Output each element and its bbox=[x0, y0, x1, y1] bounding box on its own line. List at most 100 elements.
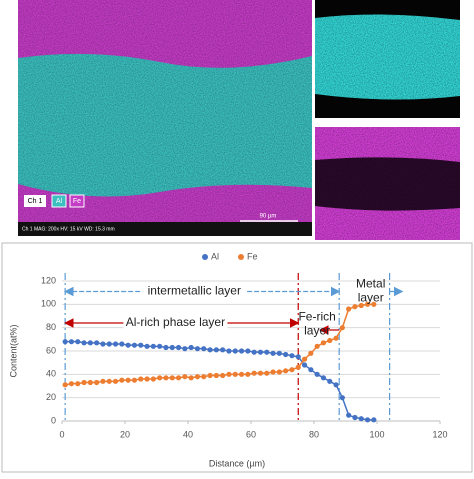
data-point bbox=[270, 350, 276, 356]
data-point bbox=[163, 375, 169, 381]
data-point bbox=[68, 381, 75, 387]
data-point bbox=[320, 375, 327, 381]
data-point bbox=[238, 371, 245, 377]
data-point bbox=[251, 370, 257, 376]
data-point bbox=[283, 351, 289, 358]
annotation-bg bbox=[123, 315, 228, 331]
data-point bbox=[194, 374, 201, 380]
data-point bbox=[75, 339, 81, 345]
annotation: Al-rich phase layer bbox=[126, 315, 225, 329]
data-point bbox=[339, 325, 345, 331]
annotation: layer bbox=[358, 291, 384, 305]
y-tick-label: 60 bbox=[46, 345, 56, 355]
map-label: Al bbox=[56, 198, 63, 205]
eds-map-main: Ch 1 Al Fe 90 µm Ch 1 MAG: 200x HV: 15 k… bbox=[18, 0, 312, 236]
data-point bbox=[112, 341, 119, 347]
data-point bbox=[144, 376, 150, 382]
data-point bbox=[264, 370, 270, 376]
data-point bbox=[94, 340, 100, 346]
data-point bbox=[87, 340, 93, 346]
data-point bbox=[112, 378, 119, 384]
data-point bbox=[182, 374, 188, 380]
data-point bbox=[283, 368, 289, 374]
data-point bbox=[175, 344, 182, 351]
data-point bbox=[295, 354, 301, 360]
data-point bbox=[207, 372, 213, 379]
eds-map-al bbox=[315, 0, 460, 118]
data-point bbox=[364, 417, 371, 423]
data-point bbox=[245, 348, 251, 354]
data-point bbox=[106, 378, 112, 384]
annotation: layer bbox=[304, 323, 330, 337]
data-point bbox=[138, 376, 144, 382]
data-point bbox=[314, 371, 320, 377]
x-tick-label: 80 bbox=[309, 429, 319, 439]
data-point bbox=[232, 348, 238, 354]
map-info: Ch 1 MAG: 200x HV: 15 kV WD: 15.3 mm bbox=[22, 226, 115, 232]
data-point bbox=[87, 379, 93, 386]
data-point bbox=[251, 349, 257, 355]
data-point bbox=[157, 375, 163, 381]
map-label: Ch 1 bbox=[28, 198, 43, 205]
data-point bbox=[333, 335, 339, 341]
data-point bbox=[238, 348, 245, 354]
data-point bbox=[100, 341, 106, 347]
data-point bbox=[169, 344, 175, 351]
data-point bbox=[119, 377, 125, 383]
data-point bbox=[220, 372, 226, 379]
data-point bbox=[301, 356, 308, 362]
data-point bbox=[194, 346, 201, 352]
y-tick-label: 80 bbox=[46, 322, 56, 332]
y-tick-label: 20 bbox=[46, 392, 56, 402]
data-point bbox=[100, 378, 106, 384]
data-point bbox=[163, 344, 169, 351]
data-point bbox=[125, 377, 131, 383]
data-point bbox=[157, 343, 163, 349]
data-point bbox=[150, 343, 156, 349]
data-point bbox=[125, 342, 131, 348]
data-point bbox=[371, 301, 377, 307]
data-point bbox=[150, 376, 156, 382]
data-point bbox=[131, 342, 138, 348]
data-point bbox=[352, 304, 358, 310]
data-point bbox=[138, 342, 144, 348]
data-point bbox=[220, 347, 226, 353]
x-tick-label: 120 bbox=[432, 429, 447, 439]
data-point bbox=[226, 371, 232, 377]
annotation-bg bbox=[142, 283, 247, 300]
data-point bbox=[358, 416, 364, 422]
data-point bbox=[295, 364, 301, 370]
data-point bbox=[207, 347, 213, 353]
data-point bbox=[289, 353, 295, 359]
data-point bbox=[301, 362, 308, 368]
x-tick-label: 0 bbox=[59, 429, 64, 439]
legend-label: Fe bbox=[247, 251, 258, 261]
data-point bbox=[62, 382, 68, 388]
y-tick-label: 40 bbox=[46, 369, 56, 379]
data-point bbox=[119, 341, 125, 347]
x-axis-title: Distance (µm) bbox=[209, 458, 265, 468]
x-tick-label: 100 bbox=[369, 429, 384, 439]
data-point bbox=[201, 374, 207, 380]
data-point bbox=[175, 375, 182, 381]
data-point bbox=[144, 343, 150, 349]
data-point bbox=[213, 372, 219, 379]
data-point bbox=[333, 382, 339, 388]
y-tick-label: 100 bbox=[41, 299, 56, 309]
data-point bbox=[257, 349, 264, 355]
data-point bbox=[314, 343, 320, 349]
data-point bbox=[213, 347, 219, 353]
data-point bbox=[131, 377, 138, 383]
data-point bbox=[68, 339, 75, 345]
data-point bbox=[257, 370, 264, 376]
data-point bbox=[346, 412, 352, 418]
data-point bbox=[75, 381, 81, 387]
scale-bar-label: 90 µm bbox=[260, 214, 277, 220]
data-point bbox=[188, 375, 194, 381]
data-point bbox=[276, 350, 282, 356]
chart-frame bbox=[1, 242, 473, 473]
annotation: intermetallic layer bbox=[148, 284, 241, 298]
x-tick-label: 60 bbox=[246, 429, 256, 439]
data-point bbox=[276, 369, 282, 375]
